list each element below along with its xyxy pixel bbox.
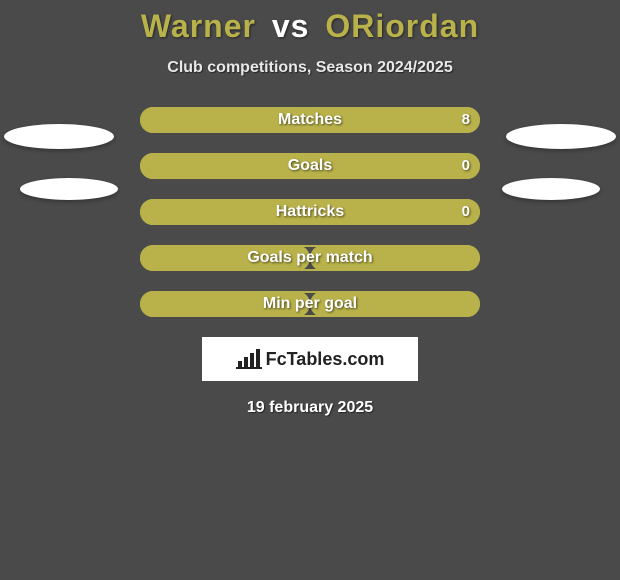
bar-chart-icon bbox=[236, 349, 262, 369]
bar-row-goals-per-match: Goals per match bbox=[140, 245, 480, 271]
bar-row-goals: 0 Goals bbox=[140, 153, 480, 179]
bar-row-matches: 8 Matches bbox=[140, 107, 480, 133]
bar-label: Matches bbox=[140, 107, 480, 133]
bar-row-hattricks: 0 Hattricks bbox=[140, 199, 480, 225]
title-vs: vs bbox=[272, 8, 310, 44]
comparison-bars: 8 Matches 0 Goals 0 Hattricks Goals per … bbox=[140, 107, 480, 317]
bar-label: Hattricks bbox=[140, 199, 480, 225]
avatar-ellipse-left-2 bbox=[20, 178, 118, 200]
page-title: Warner vs ORiordan bbox=[0, 0, 620, 45]
avatar-ellipse-right-1 bbox=[506, 124, 616, 149]
avatar-ellipse-left-1 bbox=[4, 124, 114, 149]
bar-label: Goals bbox=[140, 153, 480, 179]
bar-row-min-per-goal: Min per goal bbox=[140, 291, 480, 317]
subtitle: Club competitions, Season 2024/2025 bbox=[0, 59, 620, 77]
bar-label: Goals per match bbox=[140, 245, 480, 271]
brand-box: FcTables.com bbox=[202, 337, 418, 381]
bar-label: Min per goal bbox=[140, 291, 480, 317]
avatar-ellipse-right-2 bbox=[502, 178, 600, 200]
title-player-right: ORiordan bbox=[325, 8, 479, 44]
brand-text: FcTables.com bbox=[266, 349, 385, 370]
title-player-left: Warner bbox=[141, 8, 256, 44]
footer-date: 19 february 2025 bbox=[0, 399, 620, 417]
